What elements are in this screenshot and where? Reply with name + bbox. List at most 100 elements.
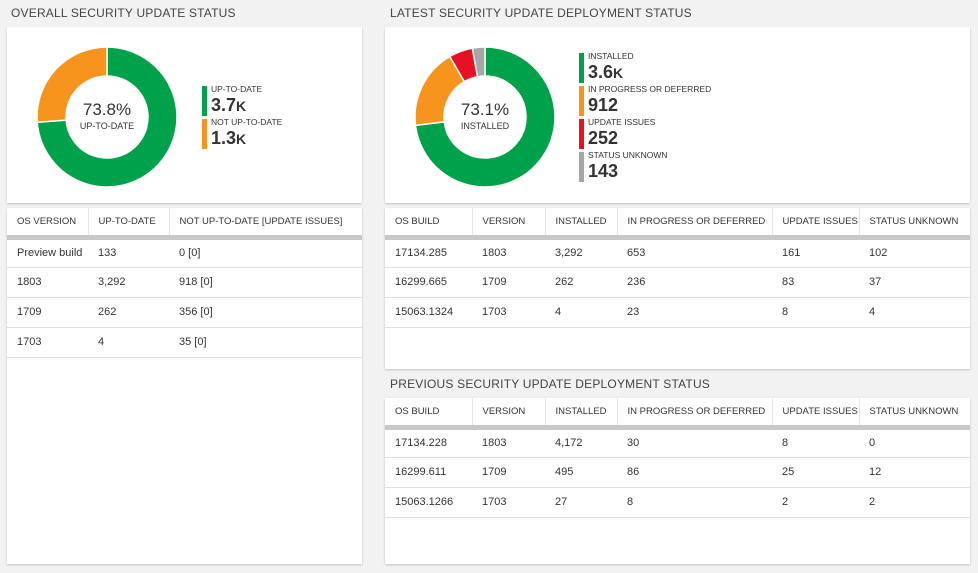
table-header-row: OS VERSION UP-TO-DATE NOT UP-TO-DATE [UPDA…: [7, 208, 362, 240]
column-header[interactable]: INSTALLED: [545, 208, 618, 240]
table-cell: 653: [617, 237, 772, 268]
table-cell: 1703: [472, 487, 545, 518]
column-header[interactable]: IN PROGRESS OR DEFERRED: [617, 398, 773, 430]
table-row[interactable]: 15063.1266 1703 27 8 2 2: [385, 487, 970, 518]
latest-donut-percent: 73.1%: [460, 100, 510, 119]
table-cell: 495: [545, 457, 617, 488]
table-cell: 133: [88, 237, 169, 268]
column-header[interactable]: STATUS UNKNOWN: [859, 208, 970, 240]
overall-donut-percent: 73.8%: [82, 100, 132, 119]
overall-donut-center: 73.8% UP-TO-DATE: [62, 100, 152, 132]
table-row[interactable]: 1803 3,292 918 [0]: [7, 267, 362, 298]
overall-table-tile: OS VERSION UP-TO-DATE NOT UP-TO-DATE [UPDA…: [7, 208, 362, 564]
table-cell: 25: [772, 457, 859, 488]
table-cell: 262: [88, 297, 169, 328]
overall-legend-label: UP-TO-DATE: [211, 84, 263, 94]
latest-legend-item[interactable]: STATUS UNKNOWN 143: [579, 150, 711, 183]
previous-build-table: OS BUILD VERSION INSTALLED IN PROGRESS OR D…: [385, 398, 970, 518]
table-cell: 4: [88, 327, 169, 358]
column-header[interactable]: INSTALLED: [545, 398, 618, 430]
table-row[interactable]: 15063.1324 1703 4 23 8 4: [385, 297, 970, 328]
table-cell: 1803: [7, 267, 88, 298]
column-header[interactable]: OS VERSION: [7, 208, 89, 240]
table-row[interactable]: 17134.285 1803 3,292 653 161 102: [385, 237, 970, 268]
table-cell: 2: [859, 487, 970, 518]
table-cell: 2: [772, 487, 859, 518]
overall-legend-unit: K: [236, 131, 247, 147]
table-cell: 3,292: [545, 237, 617, 268]
latest-legend-item[interactable]: UPDATE ISSUES 252: [579, 117, 711, 150]
table-cell: 1803: [472, 427, 545, 458]
table-cell: 83: [772, 267, 859, 298]
latest-legend-item[interactable]: INSTALLED 3.6K: [579, 51, 711, 84]
column-header[interactable]: NOT UP-TO-DATE [UPDATE ISSUES]: [169, 208, 362, 240]
overall-legend-value: 1.3K: [211, 128, 247, 148]
overall-legend-swatch: [202, 119, 207, 149]
table-cell: 15063.1266: [385, 487, 472, 518]
table-cell: 0: [859, 427, 970, 458]
table-cell: 15063.1324: [385, 297, 472, 328]
table-cell: 262: [545, 267, 617, 298]
overall-summary-tile[interactable]: 73.8% UP-TO-DATE UP-TO-DATE 3.7K NOT UP-TO…: [7, 27, 362, 203]
latest-summary-tile[interactable]: 73.1% INSTALLED INSTALLED 3.6K IN PROGRESS…: [385, 27, 970, 203]
table-cell: 4: [545, 297, 617, 328]
table-row[interactable]: 1703 4 35 [0]: [7, 327, 362, 358]
column-header[interactable]: OS BUILD: [385, 208, 473, 240]
table-header-row: OS BUILD VERSION INSTALLED IN PROGRESS OR D…: [385, 398, 970, 430]
column-header[interactable]: UPDATE ISSUES: [772, 398, 860, 430]
overall-legend-unit: K: [236, 98, 247, 114]
previous-table-tile: OS BUILD VERSION INSTALLED IN PROGRESS OR D…: [385, 398, 970, 564]
table-cell: 1709: [472, 267, 545, 298]
table-cell: 37: [859, 267, 970, 298]
table-cell: 0 [0]: [169, 237, 362, 268]
latest-legend-swatch: [579, 53, 584, 83]
table-cell: 8: [772, 297, 859, 328]
table-row[interactable]: 1709 262 356 [0]: [7, 297, 362, 328]
overall-legend: UP-TO-DATE 3.7K NOT UP-TO-DATE 1.3K: [202, 84, 282, 150]
overall-donut-segment-1[interactable]: [37, 47, 108, 124]
table-cell: 17134.285: [385, 237, 472, 268]
latest-donut-label: INSTALLED: [460, 121, 510, 131]
table-cell: 12: [859, 457, 970, 488]
table-cell: 1803: [472, 237, 545, 268]
overall-version-table: OS VERSION UP-TO-DATE NOT UP-TO-DATE [UPDA…: [7, 208, 362, 358]
latest-donut-segment-3[interactable]: [471, 47, 486, 78]
column-header[interactable]: VERSION: [472, 398, 546, 430]
latest-legend-value: 143: [588, 161, 619, 181]
table-row[interactable]: Preview build 133 0 [0]: [7, 237, 362, 268]
overall-donut-label: UP-TO-DATE: [79, 121, 135, 131]
table-row[interactable]: 17134.228 1803 4,172 30 8 0: [385, 427, 970, 458]
overall-section-title: OVERALL SECURITY UPDATE STATUS: [11, 6, 236, 20]
latest-donut-segment-0[interactable]: [415, 47, 555, 187]
latest-legend-item[interactable]: IN PROGRESS OR DEFERRED 912: [579, 84, 711, 117]
column-header[interactable]: UP-TO-DATE: [88, 208, 170, 240]
column-header[interactable]: IN PROGRESS OR DEFERRED: [617, 208, 773, 240]
latest-legend-label: STATUS UNKNOWN: [588, 150, 668, 160]
table-cell: 17134.228: [385, 427, 472, 458]
table-cell: 1709: [472, 457, 545, 488]
table-cell: 27: [545, 487, 617, 518]
table-cell: 161: [772, 237, 859, 268]
overall-legend-label: NOT UP-TO-DATE: [211, 117, 283, 127]
table-cell: 8: [617, 487, 772, 518]
overall-donut-segment-0[interactable]: [37, 47, 177, 187]
table-cell: 8: [772, 427, 859, 458]
latest-legend-swatch: [579, 119, 584, 149]
table-row[interactable]: 16299.611 1709 495 86 25 12: [385, 457, 970, 488]
overall-legend-item[interactable]: NOT UP-TO-DATE 1.3K: [202, 117, 282, 150]
column-header[interactable]: OS BUILD: [385, 398, 473, 430]
latest-legend-value: 912: [588, 95, 619, 115]
table-cell: 30: [617, 427, 772, 458]
column-header[interactable]: STATUS UNKNOWN: [859, 398, 970, 430]
table-row[interactable]: 16299.665 1709 262 236 83 37: [385, 267, 970, 298]
latest-section-title: LATEST SECURITY UPDATE DEPLOYMENT STATUS: [390, 6, 692, 20]
table-cell: Preview build: [7, 237, 88, 268]
column-header[interactable]: UPDATE ISSUES: [772, 208, 860, 240]
overall-legend-item[interactable]: UP-TO-DATE 3.7K: [202, 84, 282, 117]
latest-legend: INSTALLED 3.6K IN PROGRESS OR DEFERRED 912 U…: [579, 51, 711, 183]
table-cell: 356 [0]: [169, 297, 362, 328]
column-header[interactable]: VERSION: [472, 208, 546, 240]
table-cell: 3,292: [88, 267, 169, 298]
table-cell: 16299.665: [385, 267, 472, 298]
table-cell: 16299.611: [385, 457, 472, 488]
